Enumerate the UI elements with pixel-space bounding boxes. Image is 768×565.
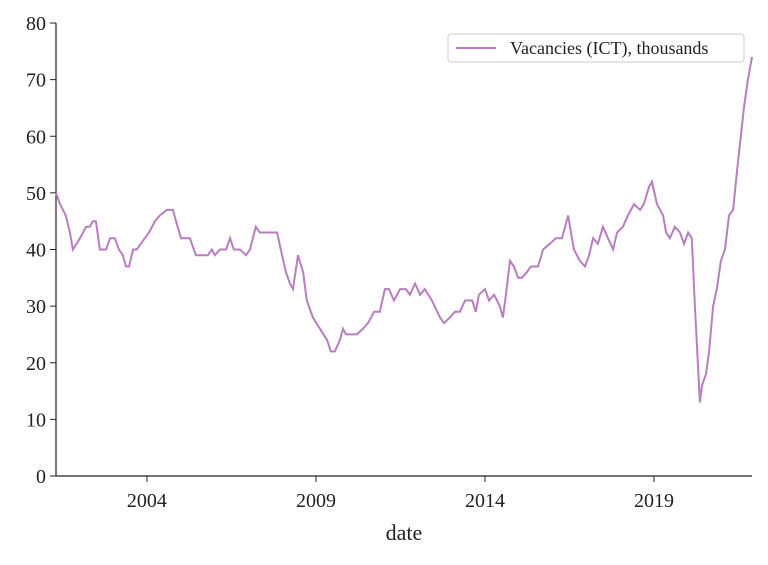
data-line	[55, 56, 753, 403]
x-tick-label: 2004	[127, 490, 167, 512]
y-tick-label: 40	[26, 240, 46, 262]
x-tick-label: 2019	[634, 490, 674, 512]
x-axis-label: date	[386, 520, 423, 545]
y-tick-label: 30	[26, 296, 46, 318]
x-tick-label: 2014	[465, 490, 505, 512]
y-tick-label: 0	[36, 466, 46, 488]
y-tick-label: 70	[26, 70, 46, 92]
x-tick-label: 2009	[296, 490, 336, 512]
y-tick-label: 60	[26, 126, 46, 148]
y-tick-label: 50	[26, 183, 46, 205]
legend-label: Vacancies (ICT), thousands	[510, 38, 708, 59]
y-tick-label: 20	[26, 353, 46, 375]
y-tick-label: 80	[26, 13, 46, 35]
legend-box	[447, 33, 745, 63]
y-tick-label: 10	[26, 409, 46, 431]
